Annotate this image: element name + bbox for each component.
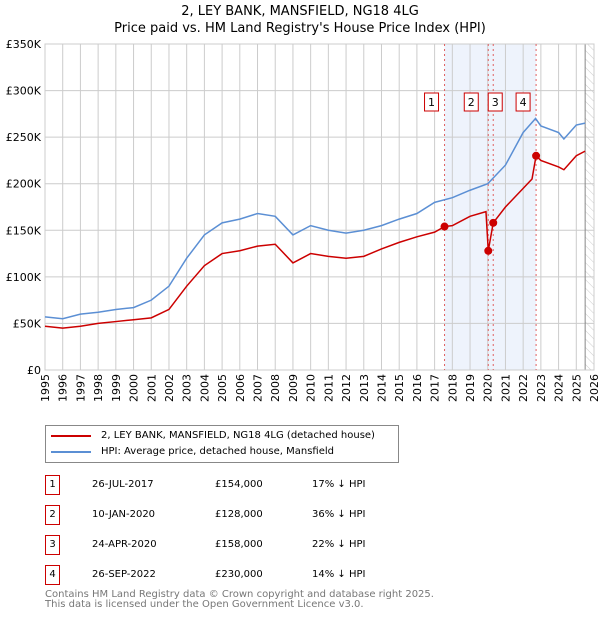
footer-line: Contains HM Land Registry data © Crown c… <box>45 589 434 600</box>
x-tick-label: 1998 <box>92 374 105 402</box>
x-tick-label: 2016 <box>411 374 424 402</box>
sale-date: 24-APR-2020 <box>92 539 157 550</box>
footer: Contains HM Land Registry data © Crown c… <box>45 590 434 610</box>
x-tick-label: 2017 <box>429 374 442 402</box>
x-tick-label: 2000 <box>128 374 141 402</box>
footer-line: This data is licensed under the Open Gov… <box>45 599 364 610</box>
sale-row: 1 26-JUL-2017 £154,000 17% ↓ HPI <box>45 475 445 495</box>
x-tick-label: 1995 <box>39 374 52 402</box>
y-tick-label: £350K <box>6 38 42 51</box>
sale-row: 4 26-SEP-2022 £230,000 14% ↓ HPI <box>45 565 445 585</box>
legend-swatch <box>51 434 91 437</box>
y-tick-label: £300K <box>6 85 42 98</box>
sale-price: £158,000 <box>215 539 263 550</box>
y-tick-label: £100K <box>6 271 42 284</box>
legend-item-hpi: HPI: Average price, detached house, Mans… <box>51 446 334 457</box>
sale-hpi-delta: 36% ↓ HPI <box>312 509 366 520</box>
property-price-line <box>44 150 586 329</box>
x-tick-label: 2008 <box>269 374 282 402</box>
x-tick-label: 1997 <box>74 374 87 402</box>
sale-label: 2 <box>468 96 475 109</box>
x-tick-label: 2009 <box>287 374 300 402</box>
x-tick-label: 2021 <box>499 374 512 402</box>
sale-label-box <box>487 92 503 112</box>
legend-label: 2, LEY BANK, MANSFIELD, NG18 4LG (detach… <box>101 430 375 441</box>
y-tick-label: £250K <box>6 131 42 144</box>
sale-number-badge: 3 <box>45 535 60 555</box>
x-tick-label: 2002 <box>163 374 176 402</box>
x-tick-label: 2024 <box>553 374 566 402</box>
hpi-line <box>44 117 586 320</box>
x-tick-label: 2010 <box>305 374 318 402</box>
sale-price: £230,000 <box>215 569 263 580</box>
sale-label: 1 <box>428 96 435 109</box>
x-tick-label: 2004 <box>198 374 211 402</box>
x-tick-label: 2005 <box>216 374 229 402</box>
sale-number-badge: 4 <box>45 565 60 585</box>
x-tick-label: 2015 <box>393 374 406 402</box>
sale-point <box>440 222 449 231</box>
plot-frame <box>44 43 595 371</box>
x-tick-label: 1999 <box>110 374 123 402</box>
sale-price: £154,000 <box>215 479 263 490</box>
y-tick-label: £50K <box>13 317 42 330</box>
legend-label: HPI: Average price, detached house, Mans… <box>101 446 334 457</box>
legend-item-property: 2, LEY BANK, MANSFIELD, NG18 4LG (detach… <box>51 430 375 441</box>
chart-title: 2, LEY BANK, MANSFIELD, NG18 4LG <box>181 4 419 19</box>
sale-date: 10-JAN-2020 <box>92 509 156 520</box>
sale-number-badge: 2 <box>45 505 60 525</box>
y-tick-label: £150K <box>6 224 42 237</box>
sale-label-box <box>463 92 479 112</box>
sale-label-box <box>424 92 440 112</box>
x-tick-label: 2020 <box>482 374 495 402</box>
sale-label: 4 <box>520 96 527 109</box>
x-tick-label: 1996 <box>57 374 70 402</box>
x-tick-label: 2019 <box>464 374 477 402</box>
sale-point <box>484 246 493 255</box>
x-tick-label: 2011 <box>322 374 335 402</box>
x-tick-label: 2003 <box>181 374 194 402</box>
x-tick-label: 2014 <box>375 374 388 402</box>
sale-price: £128,000 <box>215 509 263 520</box>
x-tick-label: 2013 <box>358 374 371 402</box>
chart-subtitle: Price paid vs. HM Land Registry's House … <box>114 21 486 36</box>
legend-swatch <box>51 450 91 453</box>
forecast-hatch <box>585 44 594 370</box>
sale-point <box>489 218 498 227</box>
x-tick-label: 2006 <box>234 374 247 402</box>
x-tick-label: 2007 <box>252 374 265 402</box>
sale-row: 3 24-APR-2020 £158,000 22% ↓ HPI <box>45 535 445 555</box>
legend: 2, LEY BANK, MANSFIELD, NG18 4LG (detach… <box>45 425 399 463</box>
sale-hpi-delta: 17% ↓ HPI <box>312 479 366 490</box>
sale-date: 26-JUL-2017 <box>92 479 154 490</box>
sale-label-box <box>515 92 531 112</box>
x-tick-label: 2001 <box>145 374 158 402</box>
sale-date: 26-SEP-2022 <box>92 569 156 580</box>
x-tick-label: 2012 <box>340 374 353 402</box>
x-tick-label: 2018 <box>446 374 459 402</box>
x-tick-label: 2025 <box>570 374 583 402</box>
x-tick-label: 2023 <box>535 374 548 402</box>
sale-number-badge: 1 <box>45 475 60 495</box>
sale-hpi-delta: 14% ↓ HPI <box>312 569 366 580</box>
price-chart: £0 £50K £100K £150K £200K £250K £300K £350K 1995… <box>6 38 600 402</box>
y-tick-label: £200K <box>6 178 42 191</box>
sale-point <box>532 151 541 160</box>
x-tick-label: 2022 <box>517 374 530 402</box>
sale-hpi-delta: 22% ↓ HPI <box>312 539 366 550</box>
sale-label: 3 <box>492 96 499 109</box>
y-tick-label: £0 <box>27 364 41 377</box>
sale-row: 2 10-JAN-2020 £128,000 36% ↓ HPI <box>45 505 445 525</box>
x-tick-label: 2026 <box>588 374 600 402</box>
